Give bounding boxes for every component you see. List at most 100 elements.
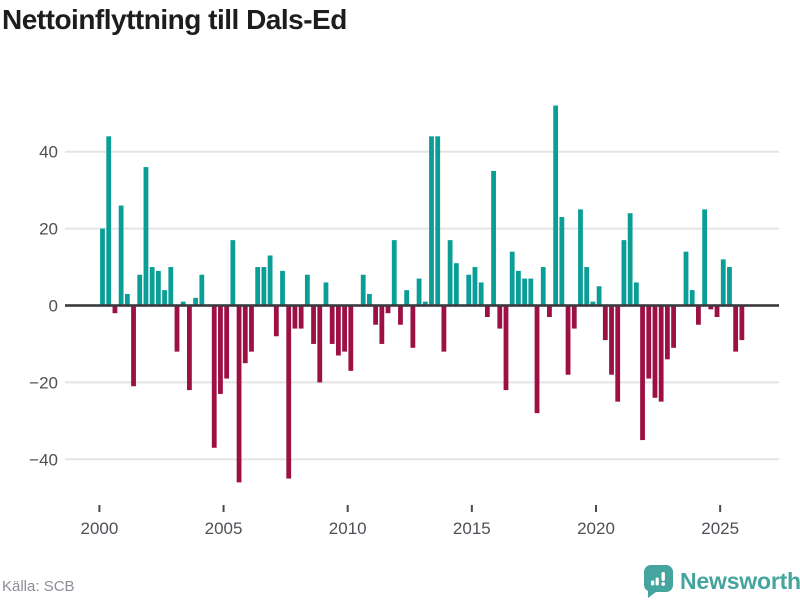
bar-2022-q2	[652, 305, 658, 398]
x-tick-label-2005: 2005	[205, 519, 243, 538]
y-tick-label-20: 20	[39, 220, 58, 239]
bar-2003-q2	[180, 301, 186, 306]
bar-2015-q3	[484, 305, 490, 318]
bar-2018-q4	[565, 305, 571, 375]
bar-2021-q2	[627, 213, 633, 306]
bar-2003-q3	[187, 305, 192, 391]
bar-2013-q3	[435, 136, 441, 306]
bar-2006-q3	[261, 267, 267, 306]
bar-2019-q2	[578, 209, 583, 306]
bar-2021-q4	[640, 305, 645, 441]
newsworthy-speech-bubble-chart-icon	[644, 565, 673, 598]
bar-2002-q1	[149, 267, 155, 306]
bar-2007-q1	[273, 305, 279, 337]
bar-2013-q1	[422, 301, 428, 306]
x-tick-label-2020: 2020	[577, 519, 615, 538]
bar-2000-q2	[106, 136, 112, 306]
bar-2022-q3	[658, 305, 664, 402]
bar-2020-q1	[596, 286, 602, 306]
bar-2023-q4	[689, 290, 695, 306]
bar-2008-q1	[298, 305, 304, 329]
bar-2009-q2	[329, 305, 335, 344]
bar-chart: 40 20 0 −20 −40 2000 2005 2010 2015 2020 2025	[29, 105, 779, 538]
y-tick-label-40: 40	[39, 143, 58, 162]
bar-2016-q2	[503, 305, 509, 391]
bar-2024-q3	[708, 305, 714, 310]
bar-2005-q2	[230, 240, 236, 306]
bar-2008-q3	[311, 305, 316, 344]
bar-2008-q4	[317, 305, 323, 383]
y-tick-label--20: −20	[29, 373, 58, 392]
bar-2007-q3	[286, 305, 292, 479]
bar-2025-q4	[739, 305, 745, 341]
bar-2012-q3	[410, 305, 416, 348]
bar-2020-q2	[602, 305, 608, 341]
zero-line	[65, 304, 779, 307]
bar-2004-q3	[211, 305, 217, 448]
bar-2018-q3	[559, 217, 565, 306]
bar-2006-q2	[255, 267, 261, 306]
bar-2001-q2	[131, 305, 136, 387]
bar-2017-q1	[522, 278, 528, 306]
y-axis-tick-labels: 40 20 0 −20 −40	[29, 143, 58, 470]
y-tick-label-0: 0	[49, 297, 58, 316]
x-tick-label-2000: 2000	[80, 519, 118, 538]
bar-2018-q1	[547, 305, 552, 318]
bar-2010-q3	[360, 274, 366, 306]
bar-2005-q3	[236, 305, 242, 483]
x-tick-label-2010: 2010	[329, 519, 367, 538]
bar-2024-q2	[702, 209, 708, 306]
bar-2017-q4	[540, 267, 546, 306]
bar-2007-q2	[280, 270, 285, 306]
bar-2015-q4	[491, 170, 496, 306]
bars-group	[100, 105, 745, 483]
x-tick-label-2015: 2015	[453, 519, 491, 538]
bar-2023-q1	[671, 305, 676, 348]
bar-2000-q1	[100, 228, 105, 306]
bar-2011-q3	[385, 305, 391, 314]
bar-2005-q4	[242, 305, 248, 364]
x-axis-tick-labels: 2000 2005 2010 2015 2020 2025	[80, 505, 739, 538]
bar-2002-q2	[155, 270, 161, 306]
bar-2021-q1	[621, 240, 627, 306]
bar-2014-q2	[453, 263, 459, 306]
bar-2001-q1	[124, 293, 130, 306]
bar-2022-q1	[646, 305, 652, 379]
bar-2010-q4	[367, 293, 372, 306]
source-note: Källa: SCB	[2, 578, 75, 595]
bar-2011-q4	[391, 240, 397, 306]
bar-2003-q1	[174, 305, 180, 352]
bar-2000-q4	[118, 205, 124, 306]
bar-2009-q1	[323, 282, 329, 306]
bar-2019-q1	[571, 305, 577, 329]
bar-2019-q3	[584, 267, 590, 306]
bar-2004-q4	[218, 305, 223, 394]
bar-2009-q4	[342, 305, 347, 352]
chart-title: Nettoinflyttning till Dals-Ed	[2, 4, 347, 35]
bar-2024-q1	[696, 305, 701, 325]
bar-2011-q1	[373, 305, 379, 325]
bar-2013-q4	[441, 305, 447, 352]
x-axis-zero-line	[65, 304, 779, 307]
bar-2005-q1	[224, 305, 230, 379]
x-tick-label-2025: 2025	[701, 519, 739, 538]
bar-2008-q2	[304, 274, 310, 306]
bar-2014-q4	[466, 274, 472, 306]
bar-2006-q4	[267, 255, 273, 306]
bar-2025-q1	[720, 259, 726, 306]
bar-2001-q4	[143, 167, 149, 306]
bar-2015-q1	[472, 267, 478, 306]
bar-2002-q3	[162, 290, 167, 306]
bar-2017-q2	[528, 278, 534, 306]
brand-name: Newsworthy	[680, 568, 800, 594]
bar-2023-q3	[683, 251, 689, 306]
bar-2011-q2	[379, 305, 385, 344]
newsworthy-brand: Newsworthy	[644, 565, 800, 598]
bar-2012-q4	[416, 278, 422, 306]
bar-2003-q4	[193, 297, 199, 306]
bar-2012-q1	[398, 305, 403, 325]
bar-2016-q1	[497, 305, 503, 329]
bar-2001-q3	[137, 274, 143, 306]
bar-2019-q4	[590, 301, 596, 306]
